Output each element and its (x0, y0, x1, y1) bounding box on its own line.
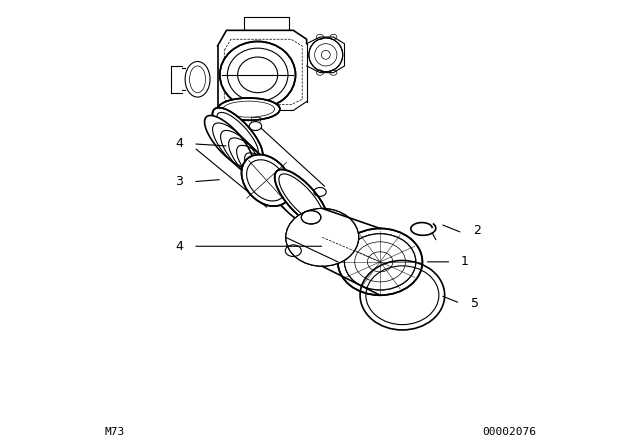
Ellipse shape (241, 155, 292, 206)
Ellipse shape (338, 228, 422, 295)
Text: 5: 5 (472, 297, 479, 310)
Ellipse shape (269, 175, 314, 224)
Ellipse shape (218, 98, 280, 120)
Text: 1: 1 (460, 255, 468, 268)
Ellipse shape (301, 211, 321, 224)
Ellipse shape (309, 38, 342, 72)
Text: 3: 3 (175, 175, 183, 188)
Text: 4: 4 (175, 138, 183, 151)
Ellipse shape (275, 169, 328, 227)
Text: 4: 4 (175, 240, 183, 253)
Ellipse shape (205, 116, 253, 168)
Ellipse shape (212, 108, 263, 162)
Ellipse shape (285, 208, 359, 266)
Text: M73: M73 (104, 427, 124, 437)
Ellipse shape (220, 42, 296, 108)
Text: 00002076: 00002076 (482, 427, 536, 437)
Text: 2: 2 (474, 224, 481, 237)
